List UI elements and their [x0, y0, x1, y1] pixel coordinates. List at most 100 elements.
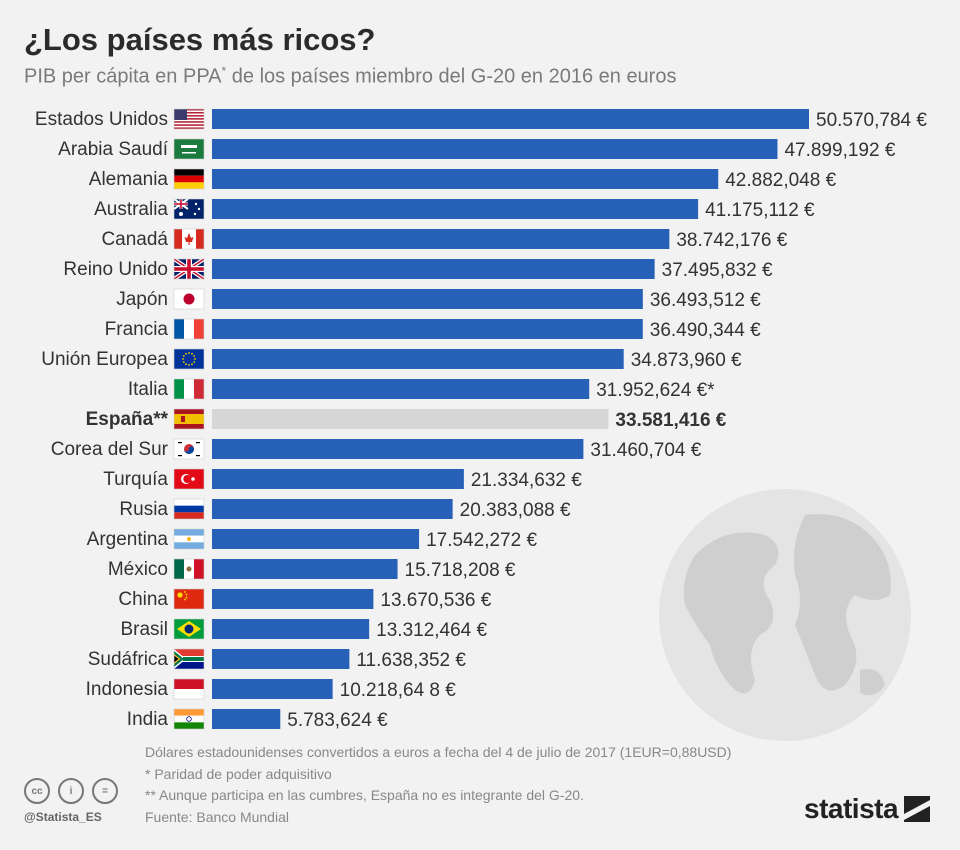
subtitle-asterisk: * [221, 64, 227, 78]
bar[interactable] [212, 229, 670, 249]
india-flag-icon [173, 708, 205, 730]
value-label: 50.570,784 € [816, 110, 927, 131]
france-flag-icon [173, 318, 205, 340]
south-africa-flag-icon [173, 648, 205, 670]
value-label: 41.175,112 € [705, 200, 815, 221]
bar[interactable] [212, 139, 778, 159]
italy-flag-icon [173, 378, 205, 400]
value-label: 37.495,832 € [662, 260, 773, 281]
category-label: India [127, 709, 169, 730]
value-label: 31.460,704 € [590, 440, 701, 461]
mexico-flag-icon [173, 558, 205, 580]
spain-flag-icon [173, 408, 205, 430]
footnote-source: Fuente: Banco Mundial [145, 808, 289, 825]
bar[interactable] [212, 439, 584, 459]
footnote-currency: Dólares estadounidenses convertidos a eu… [145, 744, 732, 760]
bar[interactable] [212, 259, 655, 279]
saudi-arabia-flag-icon [173, 138, 205, 160]
china-flag-icon [173, 588, 205, 610]
category-label: Canadá [101, 229, 168, 250]
japan-flag-icon [173, 288, 205, 310]
category-label: Arabia Saudí [58, 139, 169, 160]
bar[interactable] [212, 409, 609, 429]
category-label: Indonesia [86, 679, 169, 700]
value-label: 11.638,352 € [356, 650, 466, 671]
subtitle-text: PIB per cápita en PPA [24, 65, 222, 88]
bar[interactable] [212, 109, 809, 129]
category-label: China [118, 589, 168, 610]
category-label: Sudáfrica [88, 649, 169, 670]
value-label: 21.334,632 € [471, 470, 582, 491]
turkey-flag-icon [173, 468, 205, 490]
category-label: Unión Europea [41, 349, 168, 370]
value-label: 5.783,624 € [287, 710, 388, 731]
globe-illustration [659, 489, 911, 741]
statista-logo-icon [904, 796, 931, 822]
category-label: Francia [105, 319, 169, 340]
germany-flag-icon [173, 168, 205, 190]
bar[interactable] [212, 469, 464, 489]
bar[interactable] [212, 349, 624, 369]
value-label: 13.670,536 € [380, 590, 491, 611]
footnote-ppp: * Paridad de poder adquisitivo [145, 765, 332, 782]
bar[interactable] [212, 589, 374, 609]
value-label: 47.899,192 € [784, 140, 895, 161]
us-flag-icon [173, 108, 205, 130]
chart-subtitle: PIB per cápita en PPA* de los países mie… [24, 64, 676, 89]
no-derivatives-icon[interactable]: = [92, 778, 118, 804]
argentina-flag-icon [173, 528, 205, 550]
category-label: España** [86, 409, 169, 430]
value-label: 33.581,416 € [615, 410, 726, 431]
bar[interactable] [212, 169, 719, 189]
category-label: Australia [94, 199, 168, 220]
bar[interactable] [212, 619, 370, 639]
indonesia-flag-icon [173, 678, 205, 700]
bar[interactable] [212, 559, 398, 579]
bar[interactable] [212, 649, 350, 669]
creative-commons-icon[interactable]: cc [24, 778, 50, 804]
bar[interactable] [212, 379, 590, 399]
value-label: 13.312,464 € [376, 620, 487, 641]
bar[interactable] [212, 289, 643, 309]
footnote-spain: ** Aunque participa en las cumbres, Espa… [145, 787, 584, 803]
value-label: 36.493,512 € [650, 290, 761, 311]
australia-flag-icon [173, 198, 205, 220]
license-icons: cc i = [24, 778, 118, 804]
value-label: 31.952,624 €* [596, 380, 715, 401]
category-label: Brasil [120, 619, 168, 640]
value-label: 17.542,272 € [426, 530, 537, 551]
value-label: 15.718,208 € [405, 560, 516, 581]
category-label: Alemania [89, 169, 169, 190]
canada-flag-icon [173, 228, 205, 250]
bar[interactable] [212, 499, 453, 519]
south-korea-flag-icon [173, 438, 205, 460]
statista-logo-text: statista [804, 793, 899, 824]
twitter-handle[interactable]: @Statista_ES [24, 810, 102, 824]
value-label: 36.490,344 € [650, 320, 761, 341]
value-label: 38.742,176 € [676, 230, 787, 251]
category-label: Japón [116, 289, 168, 310]
bar[interactable] [212, 529, 420, 549]
category-label: Corea del Sur [51, 439, 169, 460]
bar[interactable] [212, 199, 699, 219]
category-label: México [108, 559, 168, 580]
statista-logo[interactable]: statista [804, 793, 931, 825]
value-label: 42.882,048 € [725, 170, 836, 191]
category-label: Argentina [87, 529, 169, 550]
value-label: 20.383,088 € [460, 500, 571, 521]
category-label: Italia [128, 379, 169, 400]
eu-flag-icon [173, 348, 205, 370]
bar[interactable] [212, 679, 333, 699]
attribution-icon[interactable]: i [58, 778, 84, 804]
russia-flag-icon [173, 498, 205, 520]
bar-chart: Estados Unidos 50.570,784 € Arabia Saudí 47… [35, 108, 927, 731]
footnotes: Dólares estadounidenses convertidos a eu… [145, 742, 731, 828]
chart-title: ¿Los países más ricos? [24, 22, 376, 57]
value-label: 10.218,64 8 € [340, 680, 457, 701]
bar[interactable] [212, 319, 643, 339]
category-label: Reino Unido [63, 259, 168, 280]
category-label: Rusia [119, 499, 168, 520]
bar[interactable] [212, 709, 281, 729]
value-label: 34.873,960 € [631, 350, 742, 371]
subtitle-rest: de los países miembro del G-20 en 2016 e… [226, 65, 677, 88]
